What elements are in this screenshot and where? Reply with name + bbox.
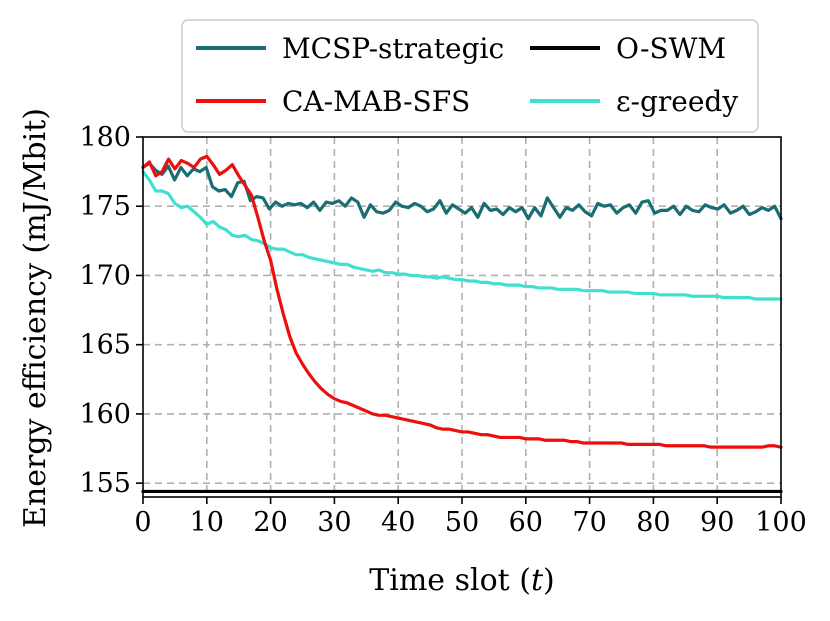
x-tick-label: 90 — [700, 507, 734, 538]
legend-label-mcsp-strategic: MCSP-strategic — [282, 32, 504, 65]
legend-frame — [181, 19, 759, 133]
legend: MCSP-strategic CA-MAB-SFS O-SWM ε-greedy — [181, 19, 759, 133]
x-tick-label: 10 — [190, 507, 224, 538]
y-tick-label: 160 — [79, 399, 131, 430]
grid — [143, 137, 781, 497]
x-tick-label: 30 — [317, 507, 351, 538]
y-tick-label: 175 — [79, 191, 131, 222]
x-tick-label: 50 — [445, 507, 479, 538]
y-axis-label: Energy efficiency (mJ/Mbit) — [18, 108, 53, 528]
y-tick-label: 170 — [79, 260, 131, 291]
x-tick-label: 70 — [572, 507, 606, 538]
series-line-greedy — [141, 170, 783, 301]
x-tick-label: 100 — [755, 507, 807, 538]
x-axis-label: Time slot (t) — [369, 563, 554, 598]
x-tick-label: 60 — [509, 507, 543, 538]
legend-label-epsilon-greedy: ε-greedy — [616, 85, 738, 118]
x-tick-label: 40 — [381, 507, 415, 538]
x-tick-label: 0 — [134, 507, 151, 538]
axis-ticks: 0 10 20 30 40 50 60 70 80 90 100 155 160 165 170 175 180 — [79, 122, 806, 538]
y-tick-label: 155 — [79, 468, 131, 499]
legend-label-ca-mab-sfs: CA-MAB-SFS — [282, 85, 470, 118]
legend-label-o-swm: O-SWM — [616, 32, 726, 65]
series-line-mcsp-strategic — [141, 161, 783, 221]
x-tick-label: 80 — [636, 507, 670, 538]
x-tick-label: 20 — [253, 507, 287, 538]
y-tick-label: 180 — [79, 122, 131, 153]
series-line-ca-mab-sfs — [141, 154, 783, 449]
series-lines — [141, 154, 783, 494]
y-tick-label: 165 — [79, 330, 131, 361]
